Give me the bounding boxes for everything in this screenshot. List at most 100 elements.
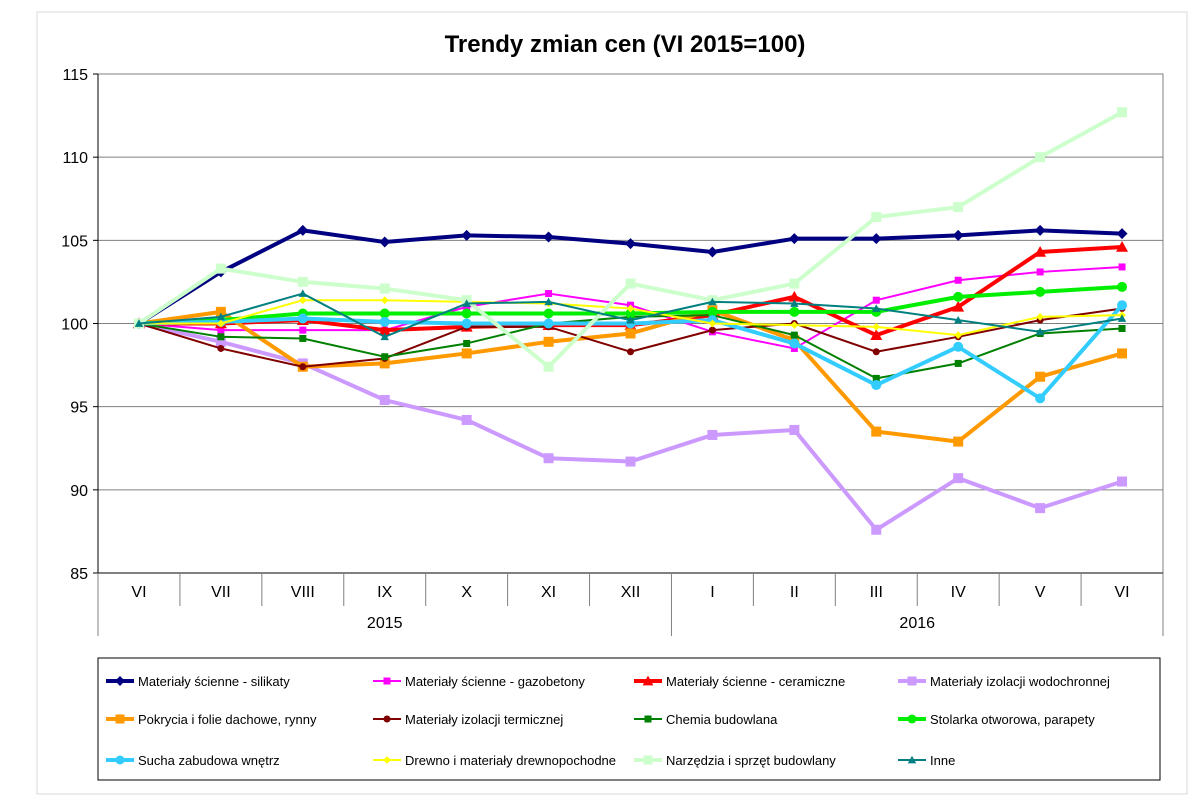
data-point	[297, 224, 309, 236]
x-tick-label-XII: XII	[621, 584, 641, 601]
data-point	[870, 233, 882, 245]
data-point	[953, 202, 964, 213]
data-point	[954, 359, 962, 367]
legend-label: Chemia budowlana	[666, 712, 778, 727]
data-point	[380, 296, 389, 305]
legend-swatch-marker	[383, 715, 391, 723]
data-point	[215, 263, 226, 274]
data-point	[134, 319, 144, 327]
data-point	[627, 348, 634, 356]
y-tick-label-110: 110	[62, 150, 88, 167]
data-point	[706, 246, 718, 258]
legend-entry-4: Materiały izolacji wodochronnej	[898, 674, 1110, 689]
data-point	[1035, 152, 1046, 163]
legend-entry-12: Inne	[898, 753, 955, 768]
data-point	[1118, 263, 1126, 271]
data-point	[216, 312, 226, 321]
data-point	[953, 436, 964, 447]
legend-label: Materiały ścienne - ceramiczne	[666, 674, 845, 689]
data-point	[872, 374, 880, 382]
data-point	[298, 296, 307, 305]
data-point	[953, 315, 963, 324]
year-label-2016: 2016	[899, 615, 935, 632]
legend-label: Sucha zabudowa wnętrz	[138, 753, 280, 768]
data-point	[217, 326, 225, 334]
data-point	[789, 306, 800, 317]
data-point	[1035, 371, 1046, 382]
data-point	[1035, 393, 1046, 404]
data-point	[545, 290, 553, 298]
legend-label: Stolarka otworowa, parapety	[930, 712, 1095, 727]
data-point	[790, 331, 798, 339]
data-point	[1117, 476, 1128, 487]
data-point	[379, 308, 390, 319]
data-point	[625, 278, 636, 289]
legend-entry-1: Materiały ścienne - silikaty	[106, 674, 290, 689]
legend-entry-11: Narzędzia i sprzęt budowlany	[634, 753, 836, 768]
data-point	[788, 290, 801, 302]
data-point	[1116, 240, 1129, 252]
x-tick-label-X: X	[461, 584, 472, 601]
legend-swatch-marker	[907, 714, 917, 724]
data-point	[872, 322, 881, 331]
y-tick-label-115: 115	[62, 67, 88, 84]
y-tick-label-90: 90	[70, 483, 88, 500]
data-point	[953, 341, 964, 352]
data-point	[953, 473, 964, 484]
legend-entry-5: Pokrycia i folie dachowe, rynny	[106, 712, 317, 727]
data-point	[543, 453, 554, 464]
legend-entry-8: Stolarka otworowa, parapety	[898, 712, 1095, 727]
data-point	[1116, 228, 1128, 240]
data-point	[461, 308, 472, 319]
data-point	[707, 429, 718, 440]
data-point	[1034, 245, 1047, 257]
legend-label: Materiały ścienne - gazobetony	[405, 674, 585, 689]
data-point	[217, 344, 225, 352]
legend-swatch-marker	[907, 755, 917, 764]
y-tick-label-105: 105	[61, 233, 88, 250]
series-12	[134, 289, 1127, 341]
legend-swatch-marker	[383, 756, 391, 764]
data-point	[626, 315, 635, 324]
legend-swatch-marker	[115, 676, 125, 686]
data-point	[625, 328, 636, 339]
data-point	[217, 319, 225, 328]
legend-entry-3: Materiały ścienne - ceramiczne	[634, 674, 845, 689]
x-tick-label-V: V	[1035, 584, 1046, 601]
data-point	[379, 395, 390, 406]
data-point	[954, 276, 962, 284]
legend-entry-6: Materiały izolacji termicznej	[373, 712, 563, 727]
data-point	[215, 306, 226, 317]
legend-entry-2: Materiały ścienne - gazobetony	[373, 674, 585, 689]
series-lines	[132, 107, 1129, 535]
x-tick-label-I: I	[710, 584, 714, 601]
data-point	[789, 424, 800, 435]
data-point	[544, 297, 553, 306]
data-point	[788, 233, 800, 245]
legend-label: Inne	[930, 753, 955, 768]
data-point	[299, 334, 307, 342]
data-point	[626, 304, 635, 313]
y-tick-label-95: 95	[70, 400, 88, 417]
legend-swatch-marker	[115, 714, 125, 724]
data-point	[461, 414, 472, 425]
legend-label: Materiały izolacji termicznej	[405, 712, 563, 727]
data-point	[1035, 327, 1045, 336]
legend-label: Pokrycia i folie dachowe, rynny	[138, 712, 317, 727]
data-point	[379, 283, 390, 294]
data-point	[461, 229, 473, 241]
legend-swatch-marker	[644, 715, 652, 723]
data-point	[379, 316, 390, 327]
data-point	[380, 332, 389, 341]
data-point	[378, 324, 391, 335]
x-tick-label-IX: IX	[377, 584, 392, 601]
legend-label: Drewno i materiały drewnopochodne	[405, 753, 616, 768]
data-point	[461, 348, 472, 359]
legend-box	[97, 657, 1161, 781]
data-point	[543, 308, 554, 319]
data-point	[871, 212, 882, 223]
data-point	[790, 299, 799, 307]
